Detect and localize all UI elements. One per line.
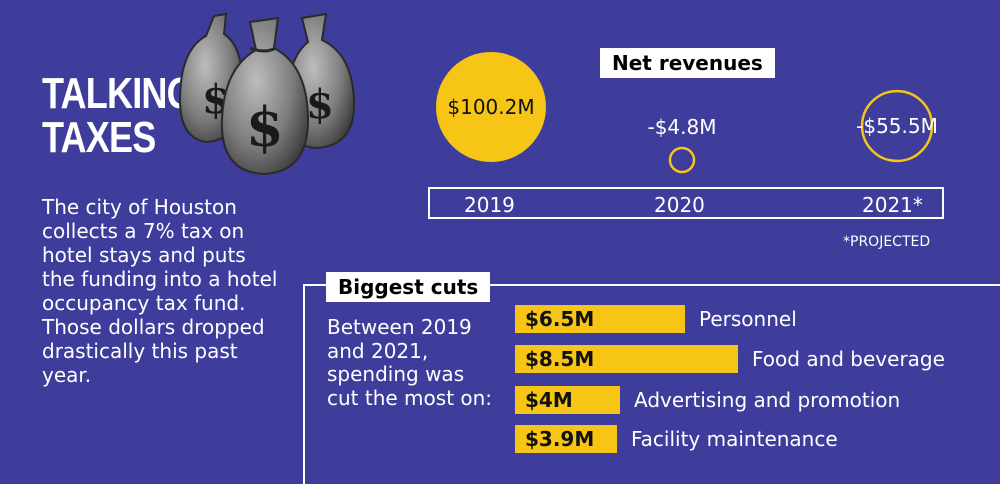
cut-category-label: Advertising and promotion <box>634 388 901 412</box>
intro-text: The city of Houston collects a 7% tax on… <box>42 195 278 387</box>
cut-value-label: $4M <box>525 388 573 412</box>
svg-text:$: $ <box>246 95 284 159</box>
year-label-2021: 2021* <box>862 193 923 217</box>
projected-note: *PROJECTED <box>843 234 931 250</box>
biggest-cuts-frame <box>303 284 1000 484</box>
year-label-2020: 2020 <box>654 193 705 217</box>
cuts-intro-text: Between 2019 and 2021, spending was cut … <box>327 315 493 410</box>
cut-value-label: $8.5M <box>525 347 595 371</box>
page-title: TALKING TAXES <box>42 69 195 162</box>
svg-text:$: $ <box>306 81 334 128</box>
cut-bar: $3.9M <box>515 425 617 453</box>
cut-value-label: $3.9M <box>525 427 595 451</box>
net-revenues-chart: $100.2M -$4.8M -$55.5M <box>436 52 938 174</box>
year-axis-box <box>428 187 944 219</box>
cut-category-label: Food and beverage <box>752 347 945 371</box>
revenue-circle-2021 <box>860 89 934 163</box>
cut-category-label: Personnel <box>699 307 797 331</box>
money-bags-illustration: $ $ $ <box>178 12 356 176</box>
revenue-circle-2019 <box>436 52 546 162</box>
year-label-2019: 2019 <box>464 193 515 217</box>
revenue-circle-2020 <box>668 146 696 174</box>
cut-bar: $4M <box>515 386 620 414</box>
net-revenues-label: Net revenues <box>600 48 775 78</box>
cut-bar: $6.5M <box>515 305 685 333</box>
biggest-cuts-label: Biggest cuts <box>326 272 491 302</box>
revenue-value-label-2021: -$55.5M <box>856 114 938 138</box>
cut-value-label: $6.5M <box>525 307 595 331</box>
revenue-value-label-2019: $100.2M <box>447 95 534 119</box>
money-bag-icon: $ <box>220 16 310 176</box>
cut-bar: $8.5M <box>515 345 738 373</box>
cut-category-label: Facility maintenance <box>631 427 838 451</box>
revenue-value-label-2020: -$4.8M <box>647 115 716 139</box>
